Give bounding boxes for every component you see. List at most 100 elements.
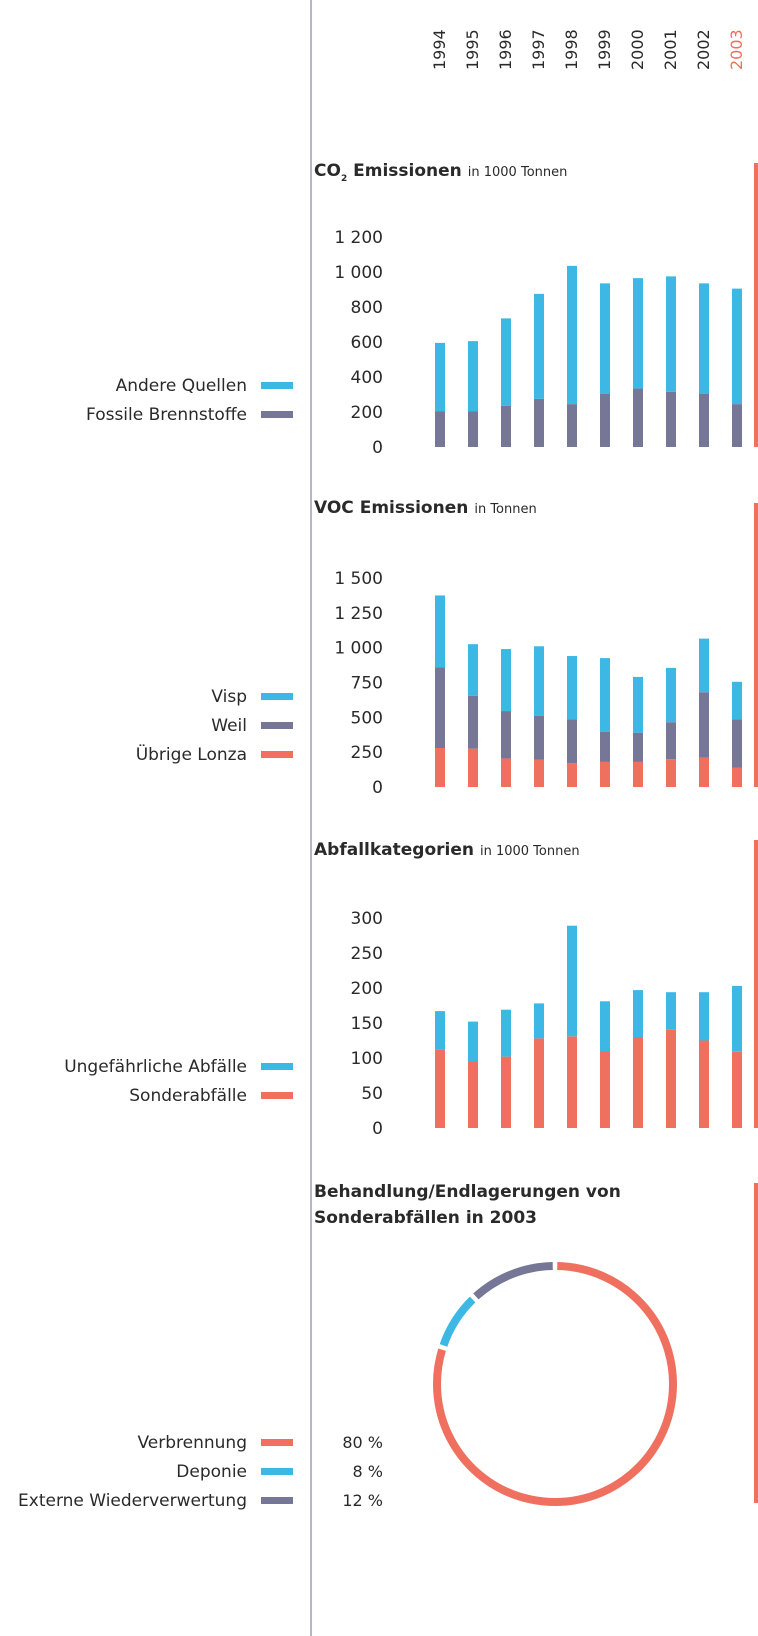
slice-percent-label: 8 % — [353, 1462, 383, 1481]
ring-slice-externe-wiederverwertung — [473, 1262, 553, 1300]
bar-visp — [501, 649, 511, 712]
legend-swatch — [261, 751, 293, 758]
bar-weil — [666, 722, 676, 760]
chart-2: VOC Emissionen in Tonnen 0 250 500 750 1 000 1 … — [136, 498, 758, 798]
y-tick-label: 150 — [351, 1014, 383, 1034]
bar-sonderabf-lle — [534, 1038, 544, 1128]
highlight-marker-bar — [754, 163, 758, 447]
slice-percent-label: 12 % — [342, 1491, 383, 1510]
y-tick-label: 1 200 — [334, 228, 383, 248]
y-tick-label: 0 — [372, 438, 383, 458]
bar-sonderabf-lle — [600, 1051, 610, 1128]
bar-fossile-brennstoffe — [732, 404, 742, 447]
bar-fossile-brennstoffe — [501, 405, 511, 447]
bar-weil — [600, 731, 610, 762]
y-tick-label: 1 500 — [334, 569, 383, 589]
bar--brige-lonza — [567, 763, 577, 787]
chart-title: Behandlung/Endlagerungen von — [314, 1182, 621, 1202]
bar-sonderabf-lle — [666, 1029, 676, 1128]
legend-swatch — [261, 382, 293, 389]
chart-1: CO2 Emissionen in 1000 Tonnen 0 200 400 600 80… — [86, 161, 758, 458]
bar-sonderabf-lle — [501, 1056, 511, 1128]
bar-fossile-brennstoffe — [666, 391, 676, 447]
year-label: 1998 — [562, 29, 581, 70]
bar-sonderabf-lle — [567, 1036, 577, 1128]
year-label: 2000 — [628, 29, 647, 70]
bar-fossile-brennstoffe — [435, 411, 445, 447]
year-label: 1996 — [496, 29, 515, 70]
year-label: 2001 — [661, 29, 680, 70]
bar-andere-quellen — [699, 283, 709, 394]
bar-sonderabf-lle — [468, 1061, 478, 1128]
bar-ungef-hrliche-abf-lle — [699, 992, 709, 1041]
bar-andere-quellen — [600, 283, 610, 394]
y-tick-label: 800 — [351, 298, 383, 318]
y-tick-label: 250 — [351, 743, 383, 763]
bar--brige-lonza — [732, 767, 742, 787]
y-tick-label: 1 250 — [334, 604, 383, 624]
bar--brige-lonza — [699, 757, 709, 787]
y-tick-label: 0 — [372, 778, 383, 798]
bar-andere-quellen — [567, 265, 577, 405]
bar-andere-quellen — [732, 288, 742, 405]
ring-slice-deponie — [439, 1296, 476, 1347]
legend-swatch — [261, 722, 293, 729]
bar-sonderabf-lle — [699, 1040, 709, 1128]
y-tick-label: 200 — [351, 403, 383, 423]
bar-weil — [699, 692, 709, 758]
bar--brige-lonza — [600, 761, 610, 787]
legend-swatch — [261, 1497, 293, 1504]
bar-weil — [501, 711, 511, 759]
bar-visp — [699, 638, 709, 693]
legend-label: Übrige Lonza — [136, 743, 247, 765]
y-tick-label: 1 000 — [334, 263, 383, 283]
chart-4: Behandlung/Endlagerungen von Sonderabfäll… — [18, 1182, 758, 1511]
legend-swatch — [261, 1439, 293, 1446]
highlight-marker-bar — [754, 840, 758, 1128]
bar-andere-quellen — [501, 318, 511, 406]
year-label: 2002 — [694, 29, 713, 70]
bar-visp — [435, 595, 445, 668]
bar-ungef-hrliche-abf-lle — [567, 925, 577, 1037]
legend-label: Weil — [211, 716, 247, 736]
chart-title: VOC Emissionen in Tonnen — [314, 498, 537, 518]
legend-swatch — [261, 693, 293, 700]
bar--brige-lonza — [534, 759, 544, 787]
chart-title: Sonderabfällen in 2003 — [314, 1208, 537, 1228]
chart-title: CO2 Emissionen in 1000 Tonnen — [314, 161, 567, 184]
y-tick-label: 400 — [351, 368, 383, 388]
bar-visp — [468, 644, 478, 696]
bar-ungef-hrliche-abf-lle — [534, 1003, 544, 1039]
highlight-marker-bar — [754, 1183, 758, 1503]
y-tick-label: 50 — [361, 1084, 383, 1104]
bar-fossile-brennstoffe — [600, 393, 610, 447]
y-tick-label: 300 — [351, 909, 383, 929]
bar-visp — [666, 667, 676, 723]
y-tick-label: 1 000 — [334, 639, 383, 659]
bar-sonderabf-lle — [732, 1051, 742, 1128]
y-tick-label: 500 — [351, 708, 383, 728]
bar-fossile-brennstoffe — [633, 388, 643, 447]
year-label: 1999 — [595, 29, 614, 70]
legend-label: Sonderabfälle — [129, 1086, 247, 1106]
bar-visp — [600, 658, 610, 732]
legend-swatch — [261, 1092, 293, 1099]
bar-ungef-hrliche-abf-lle — [435, 1011, 445, 1050]
bar--brige-lonza — [435, 747, 445, 787]
bar--brige-lonza — [468, 748, 478, 787]
bar-fossile-brennstoffe — [468, 411, 478, 447]
bar--brige-lonza — [501, 758, 511, 787]
bar-visp — [732, 681, 742, 720]
chart-unit: in 1000 Tonnen — [480, 844, 580, 859]
bar-ungef-hrliche-abf-lle — [732, 985, 742, 1052]
legend-label: Ungefährliche Abfälle — [64, 1057, 247, 1077]
bar-ungef-hrliche-abf-lle — [666, 992, 676, 1030]
y-tick-label: 100 — [351, 1049, 383, 1069]
bar-weil — [633, 732, 643, 762]
chart-title: Abfallkategorien in 1000 Tonnen — [314, 840, 580, 860]
highlight-marker-bar — [754, 503, 758, 787]
year-label: 2003 — [727, 29, 746, 70]
legend-swatch — [261, 1063, 293, 1070]
bar-sonderabf-lle — [633, 1037, 643, 1128]
y-tick-label: 0 — [372, 1119, 383, 1139]
